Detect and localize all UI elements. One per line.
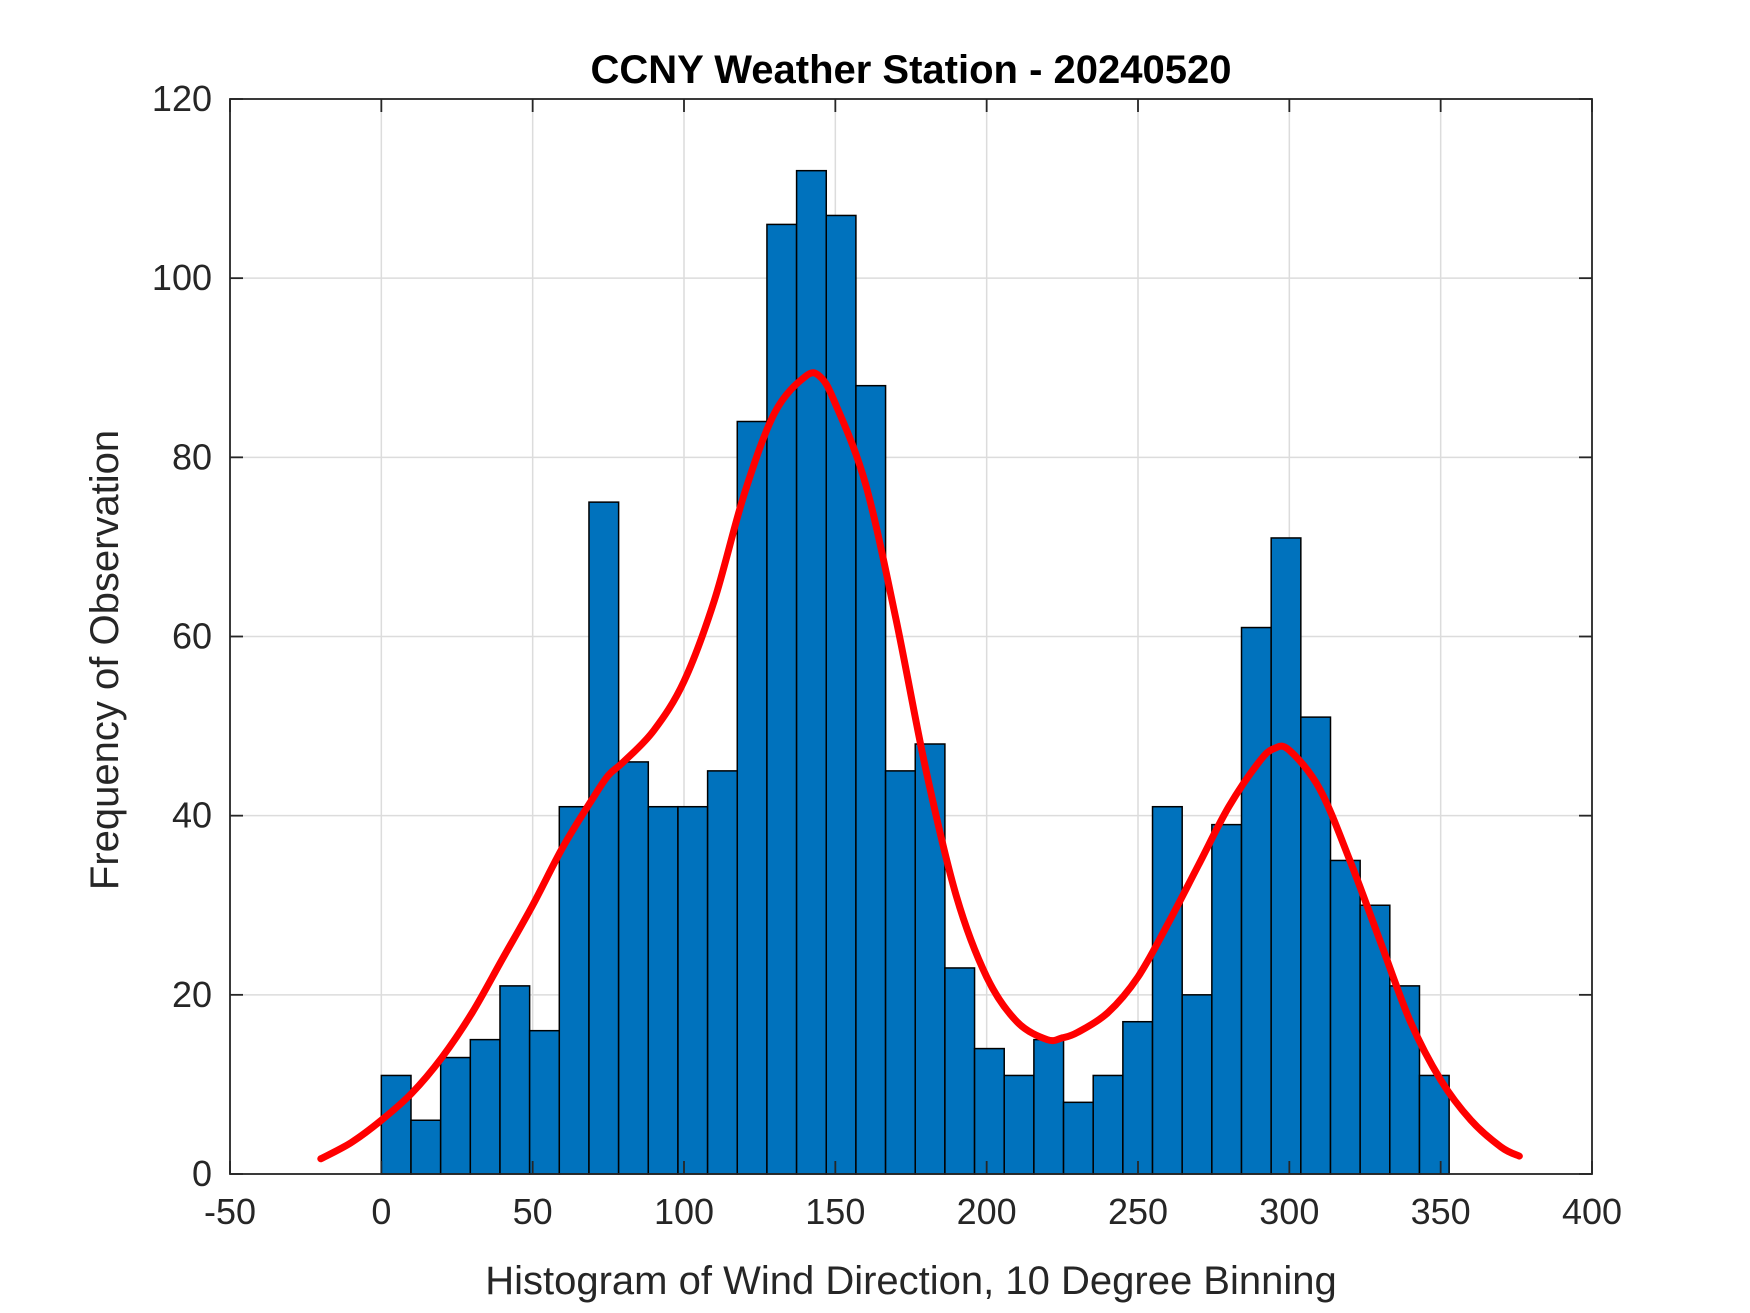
histogram-bar [944,967,976,1175]
y-tick-label: 20 [172,974,212,1015]
histogram-bar [1033,1038,1065,1175]
histogram-bar [499,985,531,1175]
y-tick-label: 60 [172,616,212,657]
tick-labels: -50 0 50 100 150 200 250 300 350 4000204060801001… [152,78,1622,1232]
x-axis-label: Histogram of Wind Direction, 10 Degree B… [485,1259,1337,1303]
histogram-bar [706,770,739,1175]
y-tick-label: 100 [152,257,212,298]
x-tick-label: 100 [654,1191,714,1232]
histogram-bar [528,1029,561,1175]
histogram-bar [973,1047,1005,1175]
axes-frame [229,98,1593,1175]
histogram-bar [1062,1101,1094,1175]
histogram-bar [588,501,620,1175]
histogram-bar [766,223,798,1175]
histogram-bar [677,805,709,1175]
histogram-bar [558,805,590,1175]
histogram-bar [617,761,650,1175]
histogram-bar [439,1056,472,1175]
histogram-bar [1122,1020,1154,1175]
histogram-bar [1211,823,1243,1175]
histogram-bar [469,1038,501,1175]
histogram-bar [1003,1074,1035,1175]
histogram-bar [647,805,679,1175]
y-tick-label: 80 [172,436,212,477]
x-tick-label: 150 [805,1191,865,1232]
histogram-bar [1329,859,1361,1175]
histogram-bar [410,1119,442,1175]
x-tick-label: 400 [1562,1191,1622,1232]
x-tick-label: 250 [1108,1191,1168,1232]
fit-curve-layer [317,369,1523,1163]
y-tick-label: 0 [192,1153,212,1194]
histogram-bar [380,1074,412,1175]
x-tick-label: 350 [1411,1191,1471,1232]
x-tick-label: 0 [371,1191,391,1232]
x-tick-label: 200 [957,1191,1017,1232]
histogram-bar [795,169,828,1175]
histogram-bars [380,169,1450,1175]
histogram-bar [914,743,946,1175]
histogram-bar [825,214,857,1175]
histogram-bar [736,420,768,1175]
x-tick-label: 50 [513,1191,553,1232]
chart-title: CCNY Weather Station - 20240520 [591,48,1232,92]
x-tick-label: 300 [1259,1191,1319,1232]
histogram-bar [1092,1074,1124,1175]
x-tick-label: -50 [204,1191,256,1232]
y-tick-label: 40 [172,795,212,836]
fit-curve-line [317,369,1523,1163]
histogram-bar [884,770,916,1175]
histogram-bar [1240,626,1272,1175]
histogram-bar [1151,805,1183,1175]
y-axis-label: Frequency of Observation [83,430,127,890]
histogram-bar [1270,537,1302,1175]
y-tick-label: 120 [152,78,212,119]
histogram-bar [1181,994,1213,1175]
